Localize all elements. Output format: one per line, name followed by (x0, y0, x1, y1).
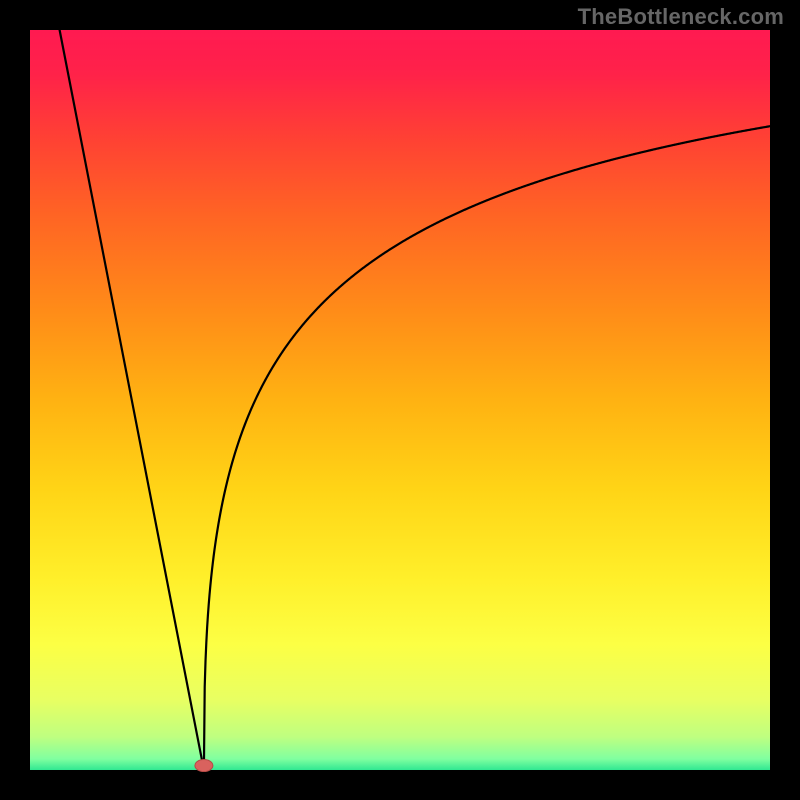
plot-background (30, 30, 770, 770)
bottleneck-chart (0, 0, 800, 800)
chart-frame: TheBottleneck.com (0, 0, 800, 800)
optimum-marker (195, 760, 213, 772)
